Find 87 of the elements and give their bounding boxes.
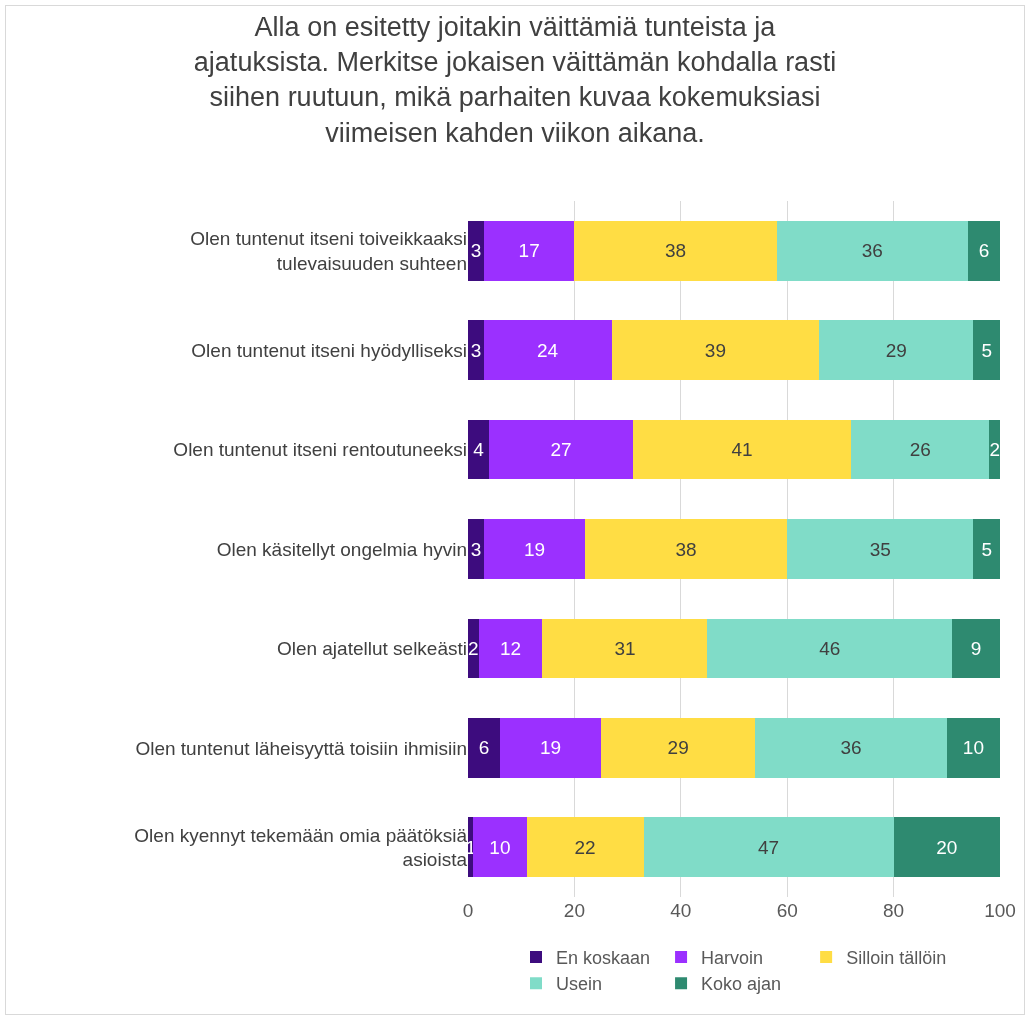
bar xyxy=(468,419,490,480)
bar xyxy=(819,320,974,380)
x-tick-label: 60 xyxy=(776,900,798,921)
bar xyxy=(776,220,969,281)
y-tick-label: Olen ajatellut selkeästi xyxy=(276,638,467,660)
bar xyxy=(989,419,1000,480)
bar xyxy=(468,320,484,380)
data-label: 17 xyxy=(518,240,540,262)
y-tick-label: Olen tuntenut itseni toiveikkaaksi tulevaisuuden suhteen xyxy=(190,228,467,274)
chart-title: Alla on esitetty joitakin väittämiä tunteista ja ajatuksista. Merkitse jokaisen väittämän kohdalla rasti siihen ruutuun, mikä parhaiten kuvaa kokemuksiasi viimeisen kahden viikon aikana. xyxy=(193,12,837,148)
data-label: 5 xyxy=(981,339,992,361)
data-label: 26 xyxy=(909,439,931,461)
bar xyxy=(643,817,894,878)
y-tick-label: Olen tuntenut itseni hyödylliseksi xyxy=(191,339,467,361)
data-label: 19 xyxy=(523,538,546,560)
data-label: 12 xyxy=(499,637,522,659)
bar xyxy=(478,618,543,679)
data-label: 2 xyxy=(468,637,479,659)
data-label: 9 xyxy=(970,637,982,659)
bar xyxy=(952,618,1000,679)
x-tick-label: 0 xyxy=(462,900,474,921)
data-label: 39 xyxy=(704,339,726,361)
y-tick-label: Olen kyennyt tekemään omia päätöksiä asioista xyxy=(134,824,468,871)
bar xyxy=(968,220,1000,281)
bar xyxy=(468,718,500,778)
bar xyxy=(787,519,974,579)
data-label: 6 xyxy=(978,240,990,262)
data-label: 10 xyxy=(489,836,511,858)
y-tick-label: Olen tuntenut itseni rentoutuneeksi xyxy=(173,439,467,461)
bar xyxy=(893,817,1000,878)
data-label: 19 xyxy=(539,737,562,759)
bar xyxy=(468,220,484,281)
legend-label: Harvoin xyxy=(701,947,764,968)
bar xyxy=(946,718,1000,778)
bar xyxy=(851,419,990,480)
bar xyxy=(526,817,644,878)
bar xyxy=(473,817,527,878)
data-label: 46 xyxy=(819,637,841,659)
bar xyxy=(755,718,947,778)
data-label: 4 xyxy=(473,439,485,461)
x-tick-label: 40 xyxy=(670,900,692,921)
legend-label: Koko ajan xyxy=(701,974,782,995)
bar xyxy=(542,618,708,679)
bar xyxy=(499,718,601,778)
data-label: 27 xyxy=(550,439,572,461)
y-tick-label: Olen tuntenut läheisyyttä toisiin ihmisiin xyxy=(135,737,467,759)
data-label: 36 xyxy=(861,240,883,262)
x-tick-label: 100 xyxy=(984,900,1016,921)
legend-label: Silloin tällöin xyxy=(846,947,947,968)
data-label: 20 xyxy=(936,836,958,858)
bar xyxy=(468,618,479,679)
data-label: 24 xyxy=(537,339,559,361)
data-label: 5 xyxy=(981,538,992,560)
data-label: 3 xyxy=(470,240,482,262)
data-label: 29 xyxy=(885,339,907,361)
data-label: 31 xyxy=(614,637,636,659)
bar xyxy=(611,320,820,380)
bar xyxy=(585,519,788,579)
y-tick-label: Olen käsitellyt ongelmia hyvin xyxy=(216,538,467,560)
data-label: 6 xyxy=(478,737,490,759)
data-label: 3 xyxy=(470,339,482,361)
bar xyxy=(601,718,756,778)
bar xyxy=(632,419,852,480)
data-label: 2 xyxy=(989,439,1000,461)
data-label: 41 xyxy=(731,439,753,461)
x-tick-label: 80 xyxy=(883,900,905,921)
bar xyxy=(489,419,633,480)
bar xyxy=(483,320,612,380)
data-label: 10 xyxy=(962,737,984,759)
data-label: 29 xyxy=(667,737,689,759)
bar xyxy=(483,519,586,579)
data-label: 47 xyxy=(758,836,780,858)
legend-label: Usein xyxy=(556,974,603,995)
data-label: 22 xyxy=(574,836,596,858)
bar xyxy=(574,220,777,281)
bar xyxy=(973,519,1000,579)
bar xyxy=(707,618,953,679)
bar xyxy=(468,519,484,579)
bar xyxy=(973,320,1000,380)
data-label: 36 xyxy=(840,737,862,759)
x-tick-label: 20 xyxy=(563,900,585,921)
data-label: 38 xyxy=(675,538,697,560)
legend-label: En koskaan xyxy=(556,947,651,968)
data-label: 35 xyxy=(869,538,891,560)
data-label: 38 xyxy=(664,240,687,262)
data-label: 3 xyxy=(470,538,482,560)
bar xyxy=(483,220,575,281)
